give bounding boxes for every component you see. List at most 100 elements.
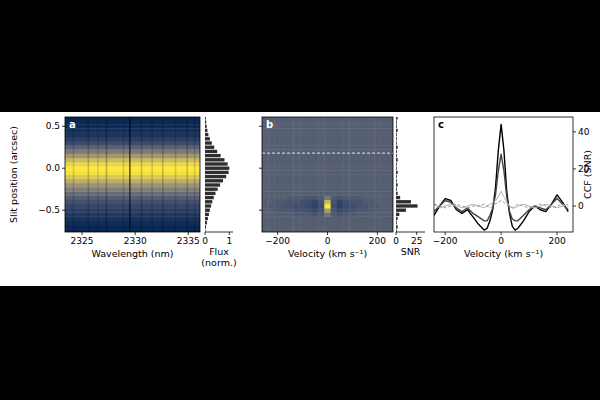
snr-cell [337, 170, 344, 175]
profile-bar [205, 200, 212, 203]
snr-cell [324, 128, 331, 133]
snr-cell [387, 162, 393, 167]
snr-cell [362, 137, 369, 142]
frame [434, 117, 573, 232]
snr-cell [281, 120, 288, 125]
snr-cell [287, 183, 294, 188]
snr-cell [268, 170, 275, 175]
snr-cell [356, 208, 363, 213]
snr-cell [331, 137, 338, 142]
snr-cell [343, 221, 350, 226]
snr-cell [274, 200, 281, 205]
plot-area [434, 124, 568, 230]
snr-cell [349, 204, 356, 209]
snr-cell [349, 117, 356, 120]
snr-cell [381, 124, 388, 129]
x-tick-label: 2330 [124, 236, 147, 246]
snr-cell [331, 195, 338, 200]
profile-bar [396, 183, 398, 186]
snr-cell [387, 225, 393, 230]
snr-cell [299, 225, 306, 230]
snr-cell [331, 170, 338, 175]
snr-cell [349, 166, 356, 171]
profile-bar [205, 192, 215, 195]
flux-row [65, 166, 200, 171]
snr-cell [349, 179, 356, 184]
profile-bar [396, 188, 398, 191]
snr-cell [331, 221, 338, 226]
snr-cell [268, 141, 275, 146]
snr-cell [368, 154, 375, 159]
snr-cell [299, 208, 306, 213]
snr-cell [274, 183, 281, 188]
snr-cell [262, 229, 269, 232]
snr-cell [368, 133, 375, 138]
snr-cell [349, 187, 356, 192]
snr-cell [387, 124, 393, 129]
snr-cell [318, 145, 325, 150]
snr-cell [281, 154, 288, 159]
snr-cell [268, 212, 275, 217]
profile-bar [396, 162, 398, 165]
profile-bar [396, 192, 398, 195]
snr-cell [349, 195, 356, 200]
snr-cell [356, 212, 363, 217]
snr-cell [293, 166, 300, 171]
profile-bar [396, 146, 398, 149]
snr-cell [287, 162, 294, 167]
snr-cell [287, 200, 294, 205]
snr-cell [381, 117, 388, 120]
y-tick [259, 126, 262, 127]
snr-cell [331, 212, 338, 217]
profile-bar [205, 221, 207, 224]
y-tick [573, 168, 576, 169]
snr-cell [262, 166, 269, 171]
snr-cell [287, 229, 294, 232]
profile-bar [205, 204, 211, 207]
snr-cell [274, 128, 281, 133]
telluric-line [106, 117, 108, 232]
snr-cell [318, 133, 325, 138]
profile-bar [396, 154, 398, 157]
snr-cell [356, 120, 363, 125]
snr-cell [362, 195, 369, 200]
snr-cell [368, 137, 375, 142]
y-tick [573, 206, 576, 207]
x-tick [188, 232, 189, 235]
snr-cell [343, 229, 350, 232]
snr-cell [306, 170, 313, 175]
snr-cell [349, 120, 356, 125]
snr-cell [293, 221, 300, 226]
flux-row [65, 117, 200, 120]
snr-cell [293, 128, 300, 133]
snr-cell [281, 166, 288, 171]
snr-cell [312, 208, 319, 213]
y-tick [259, 168, 262, 169]
flux-row [65, 170, 200, 175]
snr-cell [337, 154, 344, 159]
snr-cell [262, 179, 269, 184]
snr-cell [337, 128, 344, 133]
snr-cell [337, 216, 344, 221]
snr-cell [356, 117, 363, 120]
snr-cell [337, 229, 344, 232]
snr-cell [293, 187, 300, 192]
snr-cell [362, 208, 369, 213]
snr-cell [281, 162, 288, 167]
profile-bar [396, 125, 398, 128]
snr-cell [381, 195, 388, 200]
snr-cell [343, 128, 350, 133]
profile-tick-label: 0 [393, 236, 399, 246]
snr-cell [337, 208, 344, 213]
snr-cell [356, 145, 363, 150]
snr-cell [331, 179, 338, 184]
profile-tick-label: 1 [226, 236, 232, 246]
snr-cell [374, 212, 381, 217]
figure: 232523302335Wavelength (nm)0.50.0−0.5Sli… [0, 0, 600, 400]
snr-cell [287, 195, 294, 200]
snr-cell [287, 208, 294, 213]
snr-cell [374, 166, 381, 171]
profile-bar [396, 167, 398, 170]
snr-cell [274, 216, 281, 221]
snr-cell [362, 170, 369, 175]
